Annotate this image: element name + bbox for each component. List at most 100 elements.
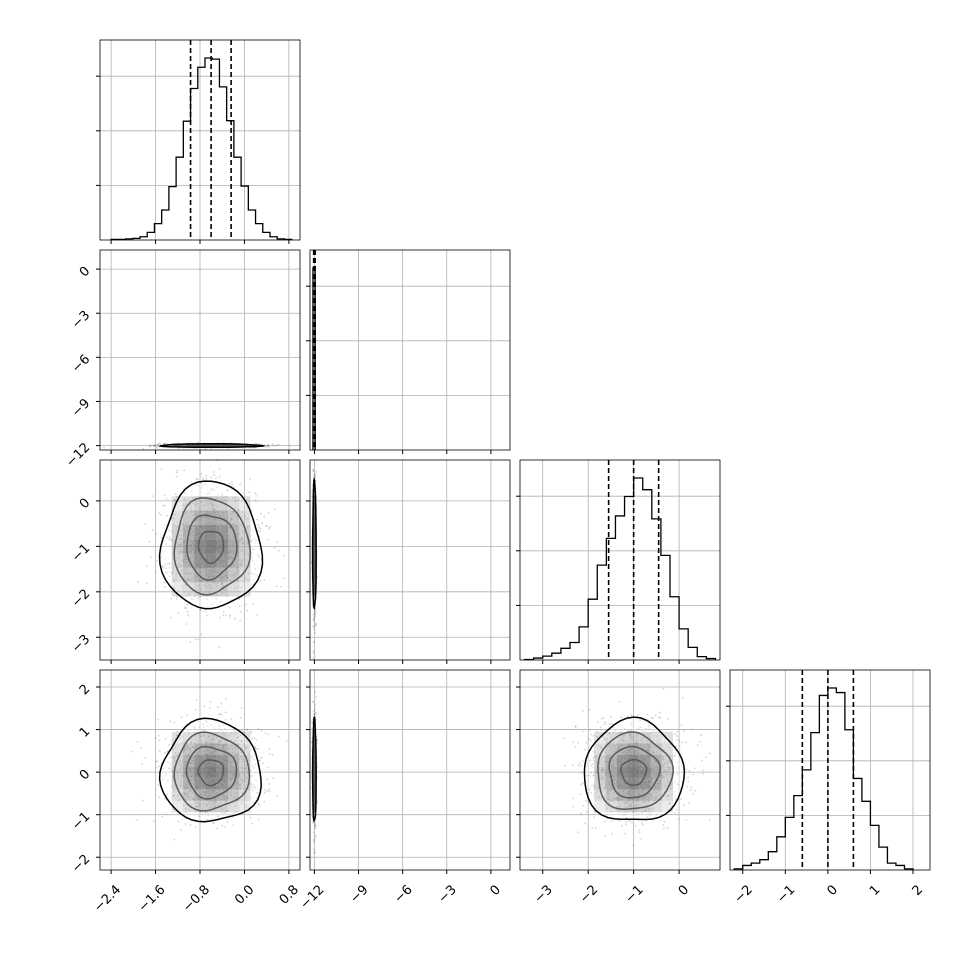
sample-point: [208, 584, 211, 587]
histogram-1: [306, 249, 511, 454]
sample-point: [188, 795, 190, 798]
sample-point: [314, 707, 316, 710]
sample-point: [213, 737, 215, 739]
sample-point: [242, 802, 245, 805]
sample-point: [255, 538, 257, 541]
sample-point: [160, 536, 163, 539]
sample-point: [208, 492, 211, 495]
sample-point: [187, 526, 190, 529]
sample-point: [179, 564, 181, 567]
sample-point: [207, 814, 210, 817]
sample-point: [229, 508, 232, 511]
sample-point: [183, 591, 185, 594]
sample-point: [186, 745, 189, 748]
sample-point: [183, 748, 186, 751]
sample-point: [170, 597, 173, 600]
density-bin: [171, 539, 183, 554]
density-bin: [239, 754, 251, 767]
sample-point: [216, 571, 219, 574]
sample-point: [187, 754, 189, 756]
sample-point: [239, 483, 242, 486]
sample-point: [144, 523, 147, 525]
sample-point: [241, 755, 244, 758]
sample-point: [231, 523, 233, 525]
sample-point: [313, 616, 315, 619]
sample-point: [258, 804, 260, 807]
sample-point: [165, 442, 167, 445]
sample-point: [312, 618, 315, 621]
sample-point: [230, 718, 232, 720]
sample-point: [278, 443, 281, 446]
sample-point: [243, 577, 246, 579]
sample-point: [250, 785, 253, 788]
sample-point: [179, 544, 182, 547]
sample-point: [204, 504, 207, 507]
panel-background: [520, 460, 720, 660]
sample-point: [212, 507, 215, 510]
sample-point: [164, 797, 166, 800]
sample-point: [199, 734, 201, 737]
sample-point: [220, 522, 222, 525]
sample-point: [259, 759, 262, 762]
sample-point: [196, 753, 199, 756]
sample-point: [210, 587, 213, 590]
sample-point: [240, 536, 243, 539]
sample-point: [171, 553, 174, 556]
sample-point: [165, 571, 168, 574]
density-bin: [205, 582, 217, 597]
sample-point: [224, 614, 227, 617]
sample-point: [194, 595, 197, 598]
sample-point: [239, 611, 242, 613]
density-bin: [239, 743, 251, 755]
sample-point: [211, 800, 214, 803]
sample-point: [238, 788, 241, 790]
sample-point: [228, 763, 231, 766]
sample-point: [313, 473, 316, 476]
histogram-2: [516, 459, 721, 664]
sample-point: [186, 755, 189, 758]
sample-point: [169, 571, 172, 574]
sample-point: [196, 804, 199, 807]
sample-point: [188, 748, 191, 751]
sample-point: [313, 704, 316, 707]
sample-point: [229, 751, 232, 754]
sample-point: [223, 575, 226, 577]
sample-point: [312, 839, 315, 842]
sample-point: [203, 726, 206, 729]
sample-point: [257, 792, 260, 794]
sample-point: [165, 773, 168, 776]
sample-point: [177, 794, 179, 796]
sample-point: [252, 784, 255, 787]
sample-point: [242, 779, 245, 782]
sample-point: [199, 735, 202, 738]
sample-point: [174, 498, 177, 501]
sample-point: [217, 493, 220, 496]
sample-point: [183, 497, 186, 500]
sample-point: [164, 567, 167, 570]
sample-point: [202, 516, 205, 519]
sample-point: [216, 827, 218, 830]
sample-point: [201, 808, 204, 811]
sample-point: [203, 750, 206, 753]
sample-point: [214, 801, 217, 804]
sample-point: [275, 444, 277, 447]
sample-point: [238, 522, 241, 525]
sample-point: [210, 739, 213, 741]
sample-point: [192, 783, 195, 785]
sample-point: [273, 546, 276, 549]
sample-point: [227, 557, 230, 560]
sample-point: [210, 502, 213, 505]
sample-point: [231, 761, 234, 764]
sample-point: [239, 562, 242, 565]
sample-point: [178, 552, 181, 555]
sample-point: [163, 585, 166, 588]
sample-point: [202, 790, 205, 793]
sample-point: [227, 758, 230, 761]
sample-point: [239, 784, 242, 787]
sample-point: [313, 838, 315, 841]
sample-point: [239, 591, 242, 593]
sample-point: [212, 582, 215, 584]
sample-point: [220, 740, 222, 743]
sample-point: [189, 509, 192, 511]
sample-point: [199, 588, 202, 591]
